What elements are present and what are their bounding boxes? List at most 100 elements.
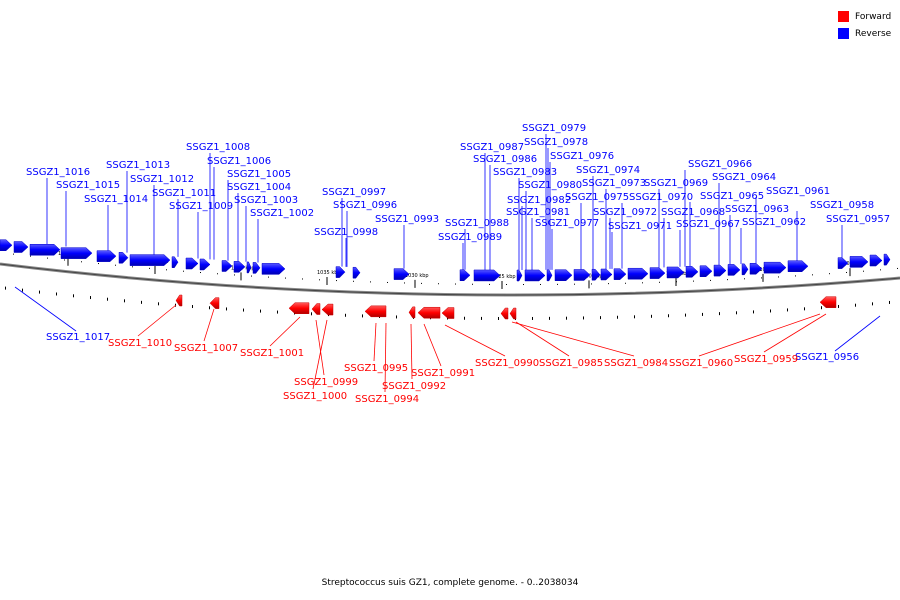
reverse-gene-label: SSGZ1_0972 <box>593 207 657 218</box>
forward-gene-arrow[interactable] <box>500 307 509 320</box>
forward-gene-arrow[interactable] <box>408 306 416 319</box>
reverse-gene-arrow[interactable] <box>763 261 787 274</box>
reverse-gene-arrow[interactable] <box>171 256 179 268</box>
minor-tick <box>880 269 881 271</box>
reverse-gene-arrow[interactable] <box>118 252 129 264</box>
reverse-gene-arrow[interactable] <box>741 263 749 276</box>
reverse-gene-arrow[interactable] <box>554 269 573 281</box>
forward-gene-arrow[interactable] <box>417 306 441 319</box>
reverse-gene-arrow[interactable] <box>699 265 713 277</box>
forward-gene-connector <box>444 324 506 357</box>
reverse-gene-arrow[interactable] <box>246 261 252 274</box>
forward-gene-label: SSGZ1_0984 <box>604 358 668 369</box>
reverse-gene-label: SSGZ1_0993 <box>375 214 439 225</box>
reverse-gene-label: SSGZ1_0977 <box>535 218 599 229</box>
reverse-gene-arrow[interactable] <box>393 268 410 280</box>
reverse-gene-arrow[interactable] <box>573 269 591 281</box>
reverse-gene-arrow[interactable] <box>252 262 261 274</box>
reverse-gene-arrow[interactable] <box>713 264 727 277</box>
minor-tick <box>132 266 133 268</box>
minor-tick <box>217 273 218 275</box>
minor-tick <box>438 283 439 285</box>
reverse-gene-arrow[interactable] <box>613 268 627 280</box>
minor-tick <box>727 279 728 281</box>
minor-tick <box>311 312 312 316</box>
reverse-gene-arrow[interactable] <box>29 244 61 256</box>
forward-gene-arrow[interactable] <box>209 297 220 309</box>
minor-tick <box>336 280 337 282</box>
reverse-gene-arrow[interactable] <box>60 247 93 259</box>
reverse-gene-arrow[interactable] <box>96 250 117 262</box>
forward-gene-label: SSGZ1_1000 <box>283 391 347 402</box>
forward-gene-arrow[interactable] <box>364 305 387 318</box>
reverse-gene-arrow[interactable] <box>849 256 869 268</box>
reverse-gene-arrow[interactable] <box>524 269 546 282</box>
reverse-gene-arrow[interactable] <box>600 268 613 281</box>
reverse-gene-label: SSGZ1_0973 <box>582 178 646 189</box>
reverse-gene-arrow[interactable] <box>883 253 891 266</box>
minor-tick <box>600 316 601 320</box>
reverse-gene-arrow[interactable] <box>473 269 501 282</box>
minor-tick <box>209 306 210 310</box>
reverse-gene-label: SSGZ1_0969 <box>644 178 708 189</box>
reverse-gene-arrow[interactable] <box>516 269 523 282</box>
reverse-gene-arrow[interactable] <box>727 264 741 276</box>
reverse-gene-arrow[interactable] <box>787 260 809 272</box>
minor-tick <box>260 309 261 313</box>
forward-gene-arrow[interactable] <box>311 303 321 315</box>
forward-gene-connector <box>373 322 377 362</box>
reverse-gene-label: SSGZ1_1008 <box>186 142 250 153</box>
minor-tick <box>583 316 584 320</box>
minor-tick <box>761 277 762 279</box>
reverse-gene-connector <box>834 315 881 352</box>
minor-tick <box>634 315 635 319</box>
reverse-gene-arrow[interactable] <box>591 268 601 281</box>
forward-gene-label: SSGZ1_1007 <box>174 343 238 354</box>
reverse-gene-arrow[interactable] <box>546 269 553 282</box>
reverse-gene-arrow[interactable] <box>869 254 883 267</box>
reverse-gene-arrow[interactable] <box>685 266 699 278</box>
reverse-gene-arrow[interactable] <box>352 266 361 279</box>
reverse-gene-label: SSGZ1_0996 <box>333 200 397 211</box>
reverse-gene-arrow[interactable] <box>129 254 171 266</box>
reverse-gene-label: SSGZ1_1002 <box>250 208 314 219</box>
minor-tick <box>574 283 575 285</box>
forward-gene-arrow[interactable] <box>819 296 837 308</box>
reverse-gene-arrow[interactable] <box>627 267 649 280</box>
reverse-gene-label: SSGZ1_0986 <box>473 154 537 165</box>
reverse-gene-arrow[interactable] <box>261 263 286 275</box>
reverse-gene-arrow[interactable] <box>221 260 233 272</box>
reverse-gene-arrow[interactable] <box>459 269 471 282</box>
reverse-gene-arrow[interactable] <box>749 262 763 275</box>
reverse-gene-arrow[interactable] <box>649 267 666 279</box>
reverse-gene-arrow[interactable] <box>185 257 199 270</box>
minor-tick <box>506 283 507 285</box>
forward-gene-label: SSGZ1_0994 <box>355 394 419 405</box>
reverse-gene-label: SSGZ1_0961 <box>766 186 830 197</box>
reverse-gene-arrow[interactable] <box>837 257 849 269</box>
reverse-gene-arrow[interactable] <box>13 241 29 253</box>
reverse-gene-arrow[interactable] <box>0 239 13 251</box>
reverse-gene-arrow[interactable] <box>335 266 346 278</box>
minor-tick <box>370 281 371 283</box>
minor-tick <box>421 282 422 284</box>
legend-item-reverse: Reverse <box>838 26 891 41</box>
forward-gene-arrow[interactable] <box>288 302 310 314</box>
reverse-gene-label: SSGZ1_0966 <box>688 159 752 170</box>
reverse-gene-label: SSGZ1_0989 <box>438 232 502 243</box>
reverse-gene-label: SSGZ1_0979 <box>522 123 586 134</box>
genome-caption: Streptococcus suis GZ1, complete genome.… <box>321 578 579 588</box>
forward-gene-connector <box>511 321 635 357</box>
minor-tick <box>897 267 898 269</box>
forward-gene-arrow[interactable] <box>509 307 517 320</box>
forward-gene-arrow[interactable] <box>175 294 183 307</box>
forward-gene-arrow[interactable] <box>321 303 334 316</box>
forward-gene-arrow[interactable] <box>441 307 455 319</box>
reverse-gene-arrow[interactable] <box>199 258 211 271</box>
reverse-gene-arrow[interactable] <box>233 261 246 273</box>
reverse-gene-arrow[interactable] <box>666 266 685 279</box>
minor-tick <box>98 263 99 265</box>
minor-tick <box>540 283 541 285</box>
reverse-gene-label: SSGZ1_0967 <box>676 219 740 230</box>
gene-layer <box>0 239 891 320</box>
